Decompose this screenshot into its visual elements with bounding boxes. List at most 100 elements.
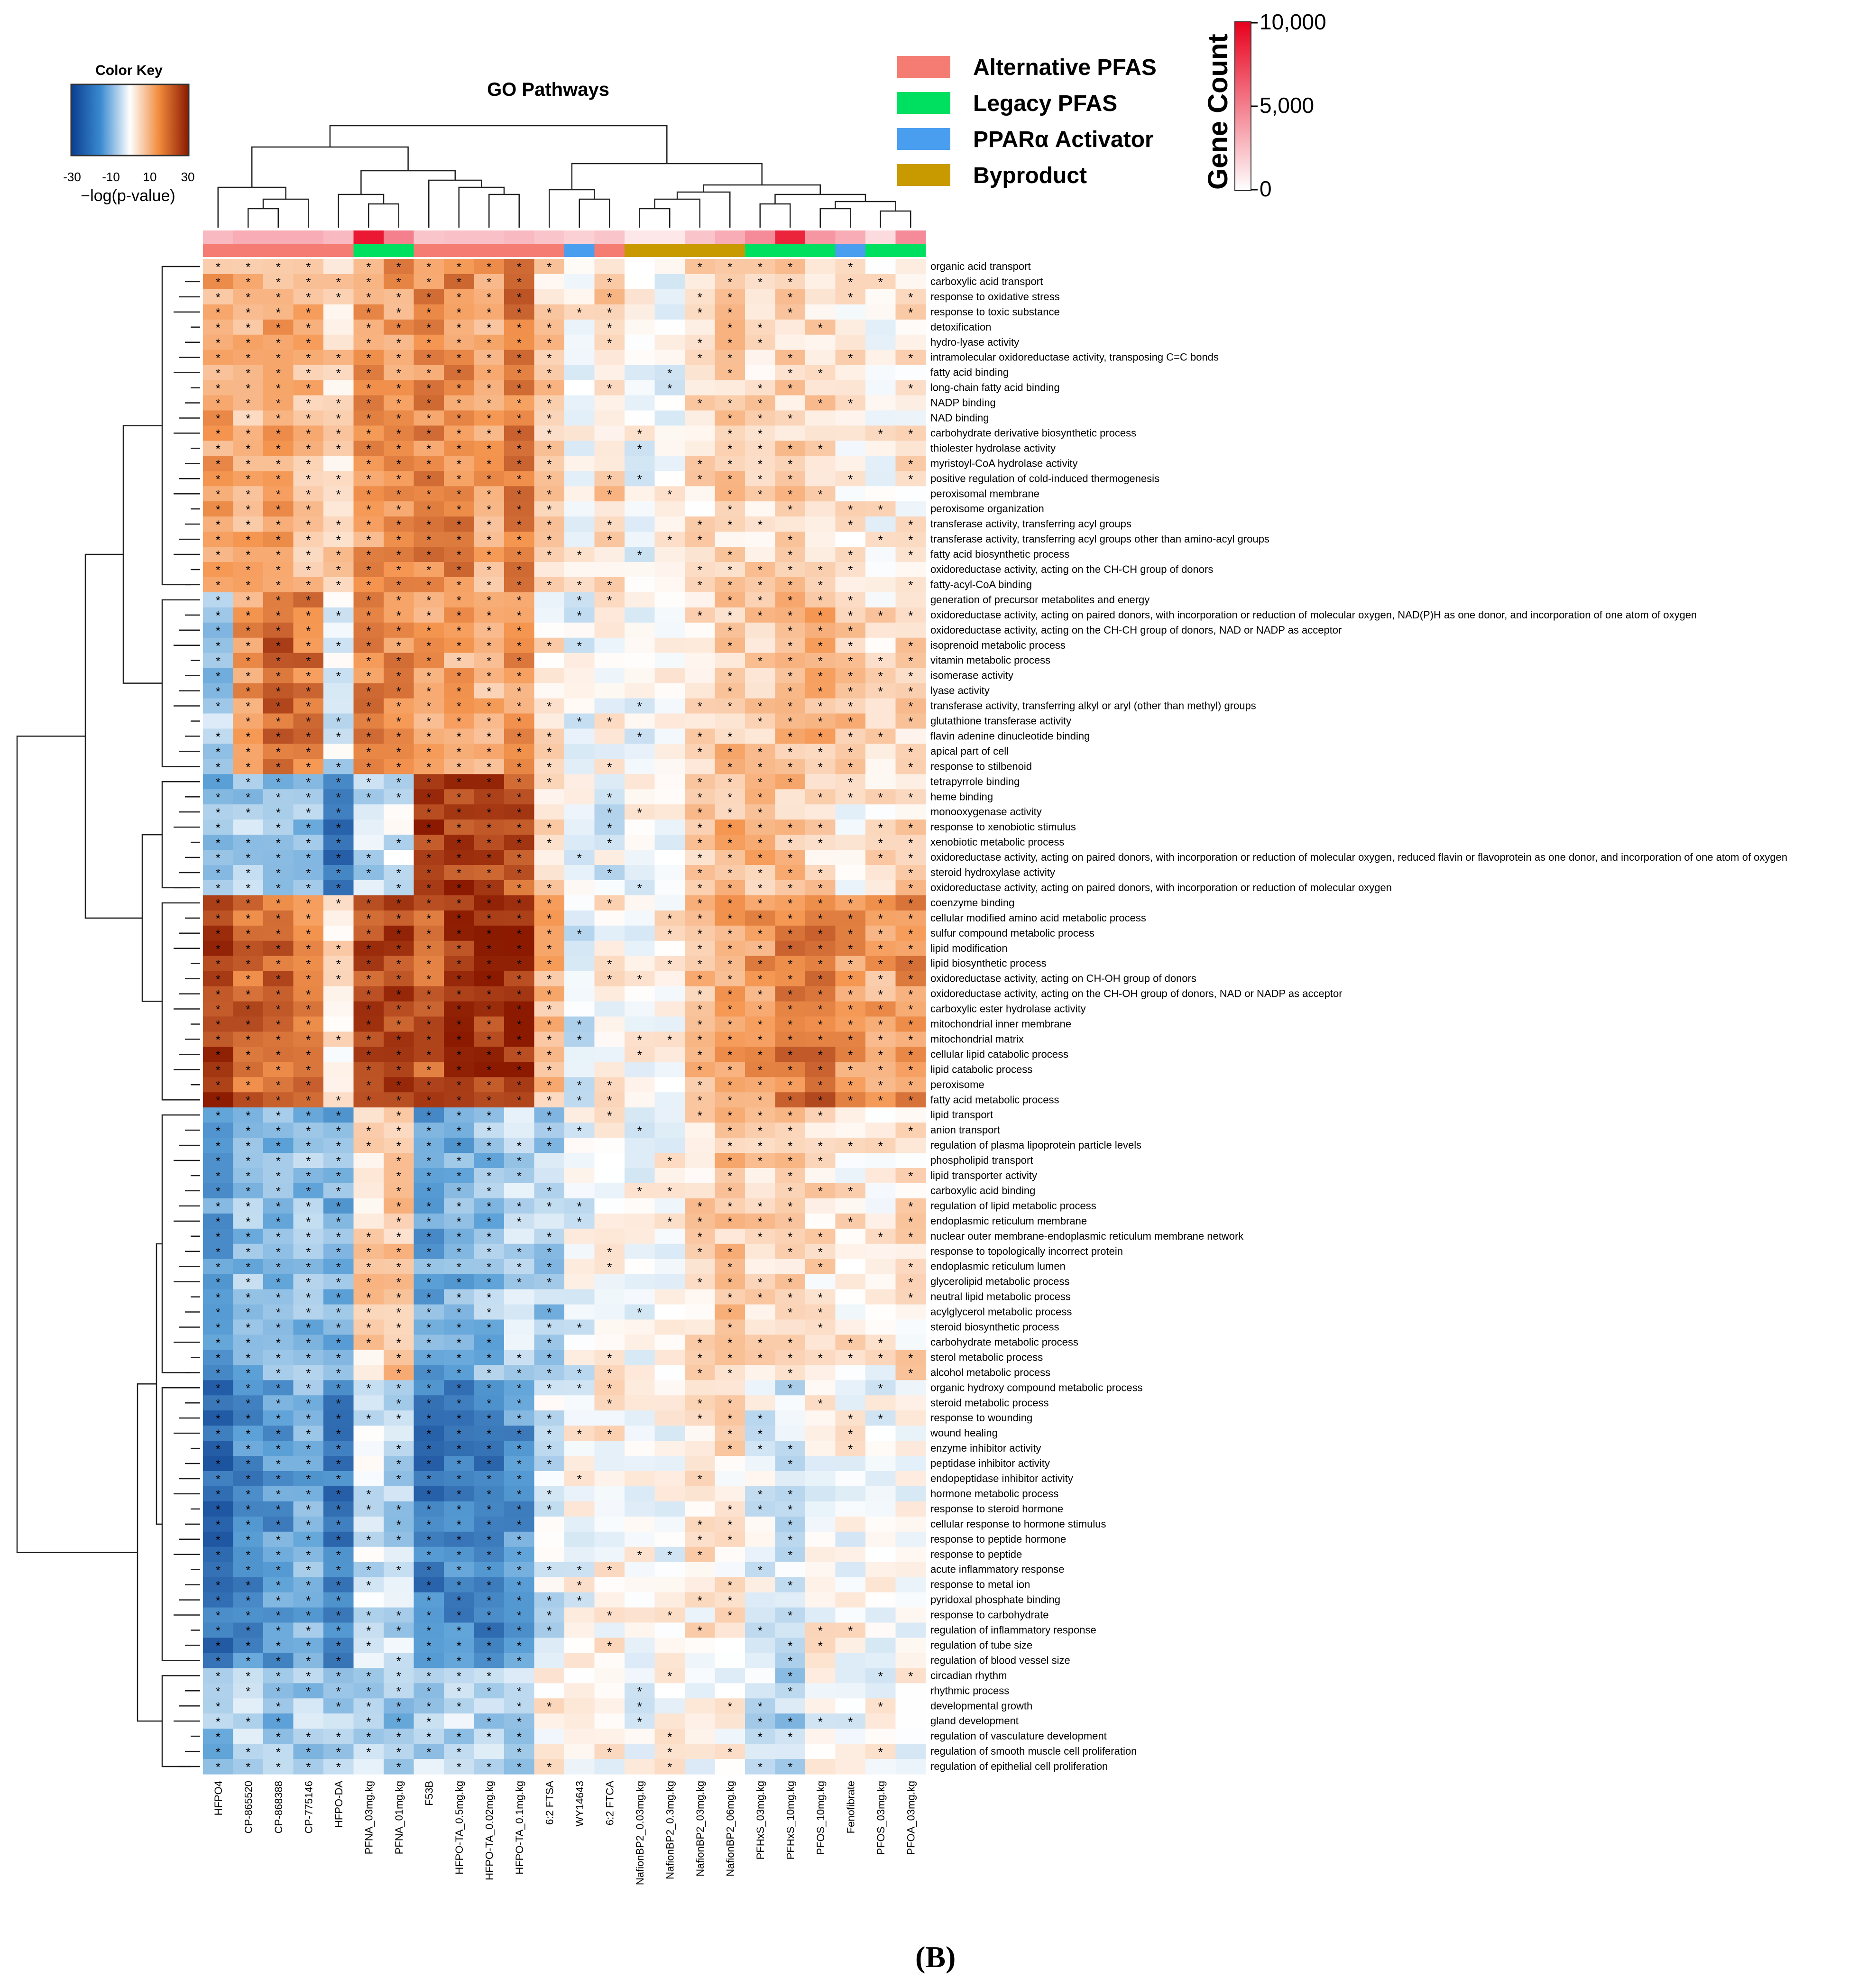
significance-marker: *	[246, 881, 250, 895]
significance-marker: *	[246, 1048, 250, 1062]
significance-marker: *	[396, 699, 401, 714]
significance-marker: *	[517, 1154, 522, 1168]
significance-marker: *	[457, 624, 461, 638]
heatmap-cell	[564, 425, 595, 441]
heatmap-cell	[865, 1183, 896, 1199]
heatmap-cell	[654, 728, 685, 744]
significance-marker: *	[246, 1487, 250, 1501]
significance-marker: *	[788, 275, 792, 289]
significance-marker: *	[547, 260, 552, 274]
dendrogram-branch	[579, 198, 610, 228]
significance-marker: *	[788, 593, 792, 607]
significance-marker: *	[336, 1442, 341, 1456]
significance-marker: *	[878, 836, 883, 850]
significance-marker: *	[366, 1578, 371, 1592]
heatmap-cell	[594, 1516, 625, 1532]
significance-marker: *	[457, 1684, 461, 1698]
significance-marker: *	[547, 1442, 552, 1456]
heatmap-cell	[564, 1107, 595, 1123]
heatmap-cell	[564, 683, 595, 699]
heatmap-cell	[715, 456, 745, 471]
significance-marker: *	[276, 745, 281, 759]
significance-marker: *	[547, 1699, 552, 1713]
significance-marker: *	[577, 1078, 582, 1092]
significance-marker: *	[246, 896, 250, 911]
dendrogram-branch	[458, 186, 505, 228]
significance-marker: *	[457, 775, 461, 789]
significance-marker: *	[908, 548, 913, 562]
heatmap-cell	[594, 516, 625, 532]
significance-marker: *	[547, 1078, 552, 1092]
significance-marker: *	[788, 654, 792, 668]
significance-marker: *	[517, 1730, 522, 1744]
heatmap-cell	[715, 289, 745, 305]
significance-marker: *	[216, 1078, 221, 1092]
heatmap-cell	[805, 365, 836, 381]
row-label: peroxisome organization	[930, 503, 1044, 515]
heatmap-cell	[233, 501, 264, 517]
significance-marker: *	[306, 502, 311, 516]
heatmap-cell	[865, 1622, 896, 1638]
significance-marker: *	[758, 745, 763, 759]
significance-marker: *	[336, 1654, 341, 1668]
significance-marker: *	[727, 836, 732, 850]
significance-marker: *	[336, 1366, 341, 1381]
heatmap-cell	[715, 1759, 745, 1775]
heatmap-cell	[534, 1713, 565, 1729]
significance-marker: *	[276, 1093, 281, 1107]
significance-marker: *	[487, 942, 491, 956]
significance-marker: *	[848, 699, 853, 714]
significance-marker: *	[246, 517, 250, 532]
heatmap-cell	[625, 1243, 655, 1260]
significance-marker: *	[366, 1003, 371, 1017]
significance-marker: *	[246, 1169, 250, 1183]
significance-marker: *	[426, 851, 431, 865]
significance-marker: *	[396, 669, 401, 683]
significance-marker: *	[908, 654, 913, 668]
significance-marker: *	[908, 684, 913, 699]
significance-marker: *	[698, 351, 702, 365]
significance-marker: *	[246, 1093, 250, 1107]
significance-marker: *	[426, 1108, 431, 1123]
significance-marker: *	[396, 351, 401, 365]
heatmap-cell	[353, 425, 384, 441]
significance-marker: *	[758, 275, 763, 289]
heatmap-cell	[353, 274, 384, 290]
heatmap-cell	[534, 1168, 565, 1184]
heatmap-cell	[654, 410, 685, 426]
heatmap-cell	[745, 410, 776, 426]
heatmap-cell	[534, 486, 565, 502]
heatmap-cell	[353, 289, 384, 305]
significance-marker: *	[788, 1609, 792, 1623]
heatmap-cell	[203, 319, 234, 335]
significance-marker: *	[517, 881, 522, 895]
significance-marker: *	[457, 1199, 461, 1214]
significance-marker: *	[908, 987, 913, 1002]
legend-swatch-legacy	[897, 92, 950, 114]
significance-marker: *	[457, 1654, 461, 1668]
significance-marker: *	[336, 396, 341, 411]
heatmap-cell	[625, 1350, 655, 1365]
significance-marker: *	[396, 533, 401, 547]
row-label: response to topologically incorrect prot…	[930, 1245, 1123, 1257]
significance-marker: *	[396, 427, 401, 441]
significance-marker: *	[396, 927, 401, 941]
significance-marker: *	[246, 1003, 250, 1017]
heatmap-cell	[685, 274, 716, 290]
heatmap-cell	[805, 259, 836, 275]
heatmap-cell	[444, 380, 475, 396]
heatmap-cell	[233, 516, 264, 532]
heatmap-cell	[835, 1274, 866, 1290]
heatmap-cell	[775, 319, 806, 335]
significance-marker: *	[396, 1714, 401, 1729]
significance-marker: *	[487, 1108, 491, 1123]
significance-marker: *	[276, 457, 281, 471]
heatmap-cell	[323, 380, 354, 396]
heatmap-cell	[504, 1319, 535, 1335]
significance-marker: *	[487, 1533, 491, 1547]
heatmap-cell	[895, 1380, 926, 1396]
significance-marker: *	[306, 1048, 311, 1062]
heatmap-cell	[504, 486, 535, 502]
significance-marker: *	[336, 1502, 341, 1517]
heatmap-cell	[534, 1683, 565, 1699]
